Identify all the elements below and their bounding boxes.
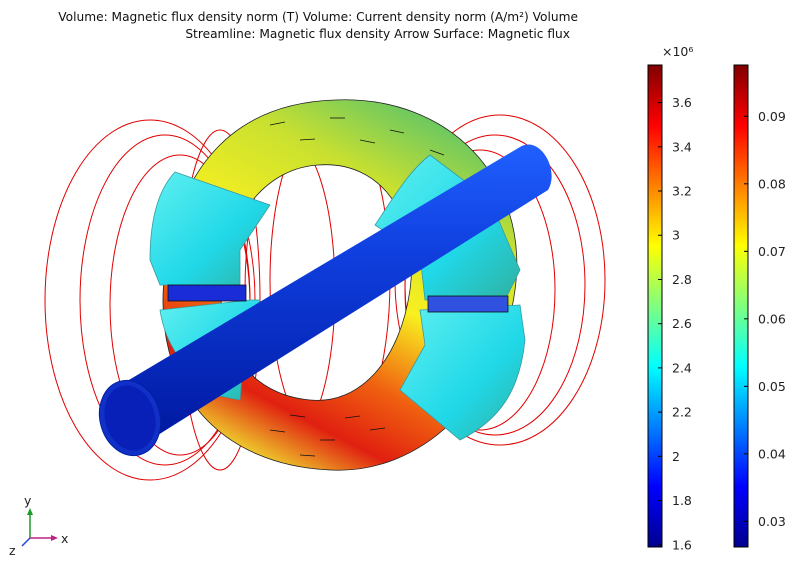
conductor-cylinder <box>98 144 552 457</box>
colorbar-tick-label: 2.4 <box>672 360 692 375</box>
colorbar-tick-label: 0.07 <box>758 244 786 259</box>
coil-right <box>427 295 509 313</box>
colorbar-tick-label: 0.06 <box>758 311 786 326</box>
colorbar-tick-label: 2 <box>672 449 680 464</box>
streamline <box>404 149 556 431</box>
pole-piece-upper-left <box>149 171 271 286</box>
axis-label-z: z <box>9 543 16 558</box>
plot-title-line-2: Streamline: Magnetic flux density Arrow … <box>0 27 578 41</box>
pole-piece-lower-right <box>399 304 526 441</box>
axes-triad: y x z <box>9 493 68 558</box>
flux-arrows <box>269 117 445 457</box>
colorbar-tick-label: 3 <box>672 228 680 243</box>
coil-left <box>167 284 247 302</box>
axis-label-y: y <box>24 493 32 508</box>
colorbar-tick-label: 2.2 <box>672 405 692 420</box>
colorbar-tick-label: 0.08 <box>758 176 786 191</box>
colorbar-flux-density: 0.03 0.04 0.05 0.06 0.07 0.08 0.09 <box>733 64 786 548</box>
colorbar-tick-label: 3.6 <box>672 95 692 110</box>
colorbar-tick-label: 0.03 <box>758 514 786 529</box>
colorbar-current-density: ×10⁶ 1.6 1.8 2 2.2 2.4 2.6 2.8 3 3.2 3.4 3.6 <box>647 44 693 552</box>
colorbar-tick-label: 0.04 <box>758 446 786 461</box>
colorbar-tick-label: 2.8 <box>672 272 692 287</box>
plot-title-line-1: Volume: Magnetic flux density norm (T) V… <box>58 10 578 24</box>
colorbar-tick-label: 0.09 <box>758 109 786 124</box>
colorbar-tick-label: 1.8 <box>672 493 692 508</box>
coil-blocks <box>167 284 509 313</box>
colorbar-tick-label: 3.4 <box>672 139 692 154</box>
colorbar-tick-label: 1.6 <box>672 537 692 552</box>
colorbar-multiplier: ×10⁶ <box>662 44 693 59</box>
plot-title-line-2-text: Streamline: Magnetic flux density Arrow … <box>185 27 570 41</box>
colorbar-tick-label: 3.2 <box>672 184 692 199</box>
colorbar-tick-label: 2.6 <box>672 316 692 331</box>
axis-label-x: x <box>61 531 68 546</box>
colorbar-tick-label: 0.05 <box>758 379 786 394</box>
